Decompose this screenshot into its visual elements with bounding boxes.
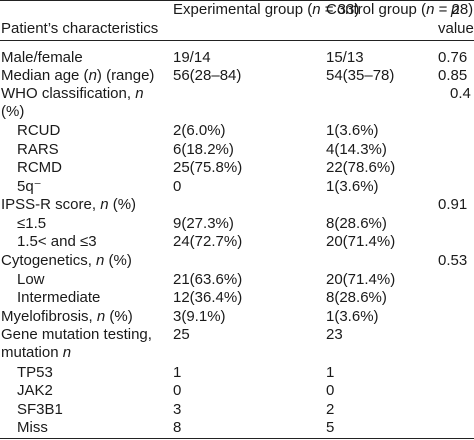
- row-label: Cytogenetics, n (%): [1, 252, 132, 269]
- row-control: 8(28.6%): [326, 289, 387, 306]
- row-label: RCUD: [17, 122, 61, 139]
- row-control: 0: [326, 382, 335, 399]
- row-label: RARS: [17, 141, 59, 158]
- row-experimental: 3: [173, 401, 182, 418]
- row-experimental: 19/14: [173, 49, 211, 66]
- row-experimental: 12(36.4%): [173, 289, 243, 306]
- row-control: 4(14.3%): [326, 141, 387, 158]
- row-label: Myelofibrosis, n (%): [1, 308, 133, 325]
- row-label: WHO classification, n: [1, 85, 144, 102]
- row-control: 5: [326, 419, 335, 436]
- row-label: Intermediate: [17, 289, 101, 306]
- row-p-value: 0.53: [438, 252, 468, 269]
- row-experimental: 2(6.0%): [173, 122, 226, 139]
- row-label: ≤1.5: [17, 215, 47, 232]
- row-label: TP53: [17, 364, 53, 381]
- row-experimental: 25: [173, 326, 190, 343]
- header-experimental-group: Experimental group (n = 33): [173, 1, 360, 18]
- row-label: RCMD: [17, 159, 62, 176]
- row-label-continued: (%): [1, 103, 25, 120]
- row-experimental: 56(28–84): [173, 67, 242, 84]
- row-control: 1(3.6%): [326, 178, 379, 195]
- table-bottom-rule: [0, 438, 474, 440]
- row-label: Miss: [17, 419, 48, 436]
- row-label: 5q⁻: [17, 178, 42, 195]
- row-control: 15/13: [326, 49, 364, 66]
- row-label-continued: mutation n: [1, 344, 72, 361]
- row-experimental: 24(72.7%): [173, 233, 243, 250]
- row-p-value: 0.85: [438, 67, 468, 84]
- row-label: SF3B1: [17, 401, 63, 418]
- row-experimental: 0: [173, 382, 182, 399]
- header-control-group: Control group (n = 28): [326, 1, 474, 18]
- row-label: IPSS-R score, n (%): [1, 196, 137, 213]
- row-p-value: 0.4: [450, 85, 471, 102]
- table-top-rule: [0, 0, 474, 2]
- row-label: Male/female: [1, 49, 83, 66]
- row-control: 1: [326, 364, 335, 381]
- row-p-value: 0.91: [438, 196, 468, 213]
- row-p-value: 0.76: [438, 49, 468, 66]
- row-label: 1.5< and ≤3: [17, 233, 97, 250]
- row-control: 1(3.6%): [326, 308, 379, 325]
- row-experimental: 6(18.2%): [173, 141, 234, 158]
- header-value: value: [438, 20, 474, 37]
- row-control: 23: [326, 326, 343, 343]
- row-experimental: 21(63.6%): [173, 271, 243, 288]
- header-bottom-rule: [0, 40, 474, 42]
- row-experimental: 25(75.8%): [173, 159, 243, 176]
- row-control: 1(3.6%): [326, 122, 379, 139]
- row-label: Low: [17, 271, 45, 288]
- header-characteristics: Patient’s characteristics: [1, 20, 159, 37]
- row-experimental: 9(27.3%): [173, 215, 234, 232]
- row-control: 20(71.4%): [326, 233, 396, 250]
- row-experimental: 0: [173, 178, 182, 195]
- row-control: 54(35–78): [326, 67, 395, 84]
- row-control: 8(28.6%): [326, 215, 387, 232]
- row-control: 2: [326, 401, 335, 418]
- row-label: Median age (n) (range): [1, 67, 155, 84]
- row-control: 20(71.4%): [326, 271, 396, 288]
- row-experimental: 1: [173, 364, 182, 381]
- row-experimental: 8: [173, 419, 182, 436]
- row-experimental: 3(9.1%): [173, 308, 226, 325]
- header-p: p: [451, 1, 460, 18]
- row-control: 22(78.6%): [326, 159, 396, 176]
- row-label: Gene mutation testing,: [1, 326, 152, 343]
- row-label: JAK2: [17, 382, 53, 399]
